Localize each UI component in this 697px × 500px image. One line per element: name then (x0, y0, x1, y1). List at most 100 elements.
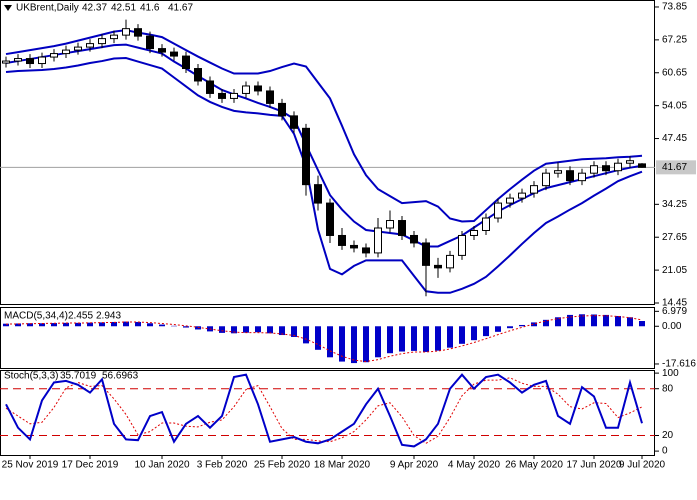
last-price-label: 41.67 (662, 162, 687, 173)
candle-body (518, 192, 526, 199)
macd-bar (459, 326, 465, 344)
candle-body (122, 28, 130, 36)
macd-bar (495, 326, 501, 332)
macd-bar (387, 326, 393, 354)
macd-bar (339, 326, 345, 362)
candle-body (158, 48, 166, 53)
candle-body (50, 53, 58, 58)
candle-body (194, 68, 202, 82)
candle-body (398, 220, 406, 236)
band-lower (5, 57, 643, 294)
candle-body (386, 220, 394, 229)
macd-bar (183, 326, 189, 328)
candle-body (530, 185, 538, 194)
candle-body (482, 217, 490, 231)
candle-body (98, 38, 106, 45)
candle-body (86, 43, 94, 48)
macd-bar (291, 326, 297, 337)
macd-bar (99, 322, 105, 327)
x-tick-label: 17 Jun 2020 (566, 460, 621, 471)
macd-bar (279, 326, 285, 336)
macd-bar (219, 326, 225, 333)
y-tick-label: 60.65 (662, 67, 687, 78)
macd-bar (447, 326, 453, 348)
candle-body (266, 90, 274, 104)
macd-bar (375, 326, 381, 358)
macd-bar (123, 321, 129, 327)
macd-bar (267, 326, 273, 334)
macd-bar (135, 321, 141, 327)
candle-body (578, 172, 586, 182)
macd-bar (531, 322, 537, 327)
high-value: 42.51 (111, 3, 136, 14)
candle-body (242, 85, 250, 94)
macd-bar (51, 323, 57, 327)
macd-bar (579, 314, 585, 327)
candle-body (38, 56, 46, 65)
candle-body (566, 170, 574, 182)
macd-bar (519, 324, 525, 327)
candle-body (62, 49, 70, 55)
macd-bar (243, 326, 249, 333)
candle-body (554, 170, 562, 174)
macd-bar (639, 321, 645, 327)
macd-bar (27, 323, 33, 327)
y-tick-label: 100 (662, 368, 679, 379)
macd-bar (423, 326, 429, 352)
macd-bar (411, 326, 417, 351)
macd-bar (603, 314, 609, 327)
close-value: 41.67 (168, 3, 193, 14)
macd-bar (15, 323, 21, 327)
macd-bar (327, 326, 333, 358)
x-tick-label: 17 Dec 2019 (62, 460, 119, 471)
macd-bar (471, 326, 477, 341)
candle-body (2, 60, 10, 64)
menu-triangle[interactable] (4, 5, 12, 11)
macd-bar (627, 317, 633, 327)
x-tick-label: 18 Mar 2020 (314, 460, 371, 471)
x-tick-label: 3 Feb 2020 (197, 460, 248, 471)
candle-body (338, 234, 346, 246)
macd-bar (399, 326, 405, 352)
main-line (5, 373, 643, 448)
candle-body (314, 184, 322, 204)
panel-frame (0, 307, 655, 369)
signal-line (5, 315, 643, 363)
macd-bar (507, 326, 513, 329)
candle-body (458, 234, 466, 256)
candle-body (110, 34, 118, 40)
stoch-value: 35.7019 (60, 371, 97, 382)
candle-body (638, 163, 646, 168)
macd-bar (555, 317, 561, 327)
macd-bar (147, 323, 153, 327)
candle-body (362, 247, 370, 254)
macd-bar (303, 326, 309, 344)
candle-body (494, 202, 502, 219)
panel-frame (0, 0, 655, 305)
y-tick-label: 73.85 (662, 2, 687, 13)
y-tick-label: -17.616 (662, 359, 696, 370)
macd-bar (63, 322, 69, 327)
macd-bar (615, 315, 621, 327)
y-tick-label: 20 (662, 430, 674, 441)
candle-body (434, 264, 442, 269)
macd-bar (231, 326, 237, 334)
macd-bar (195, 326, 201, 330)
macd-signal-value: 2.943 (96, 311, 121, 322)
macd-bar (363, 326, 369, 363)
y-tick-label: 27.65 (662, 232, 687, 243)
macd-bar (483, 326, 489, 337)
y-tick-label: 14.45 (662, 298, 687, 309)
candle-body (326, 202, 334, 236)
candle-body (590, 165, 598, 174)
band-upper (5, 29, 643, 223)
macd-bar (75, 322, 81, 327)
candle-body (206, 80, 214, 94)
x-tick-label: 9 Apr 2020 (390, 460, 439, 471)
macd-bar (255, 326, 261, 333)
macd-bar (3, 323, 9, 327)
x-tick-label: 10 Jan 2020 (134, 460, 189, 471)
macd-bar (111, 321, 117, 327)
candle-body (302, 127, 310, 186)
